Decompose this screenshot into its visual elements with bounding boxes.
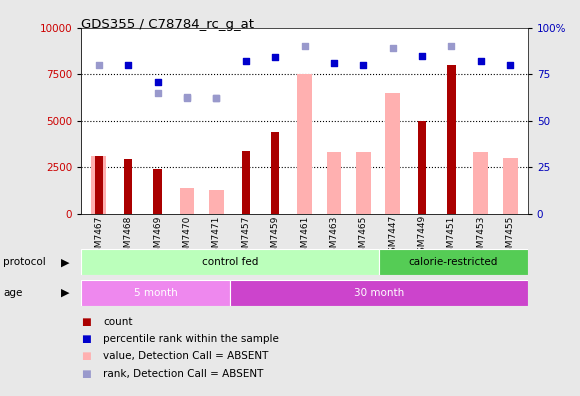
Bar [124,159,132,214]
Point [182,95,191,102]
Bar [180,188,194,214]
Point [388,45,397,51]
Bar [81,249,379,275]
Point [418,52,427,59]
Text: ▶: ▶ [61,257,70,267]
Point [358,62,368,68]
Bar [473,152,488,214]
Point [153,90,162,96]
Text: ■: ■ [81,351,91,362]
Text: calorie-restricted: calorie-restricted [409,257,498,267]
Point [182,93,191,100]
Point [241,58,251,65]
Point [447,43,456,50]
Bar [242,150,250,214]
Text: ▶: ▶ [61,288,70,298]
Text: protocol: protocol [3,257,46,267]
Text: ■: ■ [81,334,91,344]
Point [94,62,103,68]
Bar [81,280,230,306]
Bar [154,169,162,214]
Text: rank, Detection Call = ABSENT: rank, Detection Call = ABSENT [103,369,264,379]
Text: ■: ■ [81,369,91,379]
Point [476,58,485,65]
Text: age: age [3,288,22,298]
Bar [418,121,426,214]
Point [124,62,133,68]
Point [329,60,339,66]
Bar [327,152,341,214]
Bar [385,93,400,214]
Point [212,95,221,102]
Bar [447,65,455,214]
Point [153,78,162,85]
Text: control fed: control fed [202,257,258,267]
Point [506,62,515,68]
Bar [92,156,106,214]
Point [270,54,280,61]
Text: 30 month: 30 month [354,288,404,298]
Bar [356,152,371,214]
Text: GDS355 / C78784_rc_g_at: GDS355 / C78784_rc_g_at [81,18,254,31]
Text: ■: ■ [81,316,91,327]
Text: 5 month: 5 month [134,288,177,298]
Bar [95,156,103,214]
Bar [379,249,528,275]
Bar [503,158,517,214]
Text: count: count [103,316,133,327]
Point [300,43,309,50]
Bar [297,74,312,214]
Bar [271,132,279,214]
Point [212,95,221,102]
Text: percentile rank within the sample: percentile rank within the sample [103,334,279,344]
Bar [230,280,528,306]
Text: value, Detection Call = ABSENT: value, Detection Call = ABSENT [103,351,269,362]
Bar [209,190,224,214]
